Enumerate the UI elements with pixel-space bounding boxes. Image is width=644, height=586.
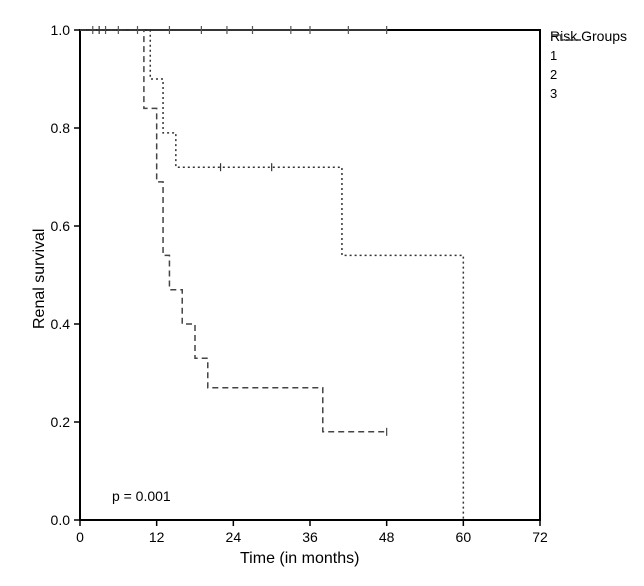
y-tick-label: 0.6 [51, 218, 71, 234]
x-tick-label: 48 [379, 529, 395, 545]
x-tick-label: 72 [532, 529, 548, 545]
plot-svg: 01224364860720.00.20.40.60.81.0 [10, 10, 634, 576]
y-tick-label: 0.0 [51, 512, 71, 528]
legend-item-3: 3 [550, 86, 627, 101]
legend-item-2: 2 [550, 67, 627, 82]
legend-label: 2 [550, 67, 557, 82]
y-tick-label: 0.2 [51, 414, 71, 430]
legend: Risk Groups 123 [550, 28, 627, 101]
chart-container: Renal survival Time (in months) 01224364… [10, 10, 634, 576]
x-tick-label: 36 [302, 529, 318, 545]
legend-line-icon [550, 28, 582, 42]
legend-item-1: 1 [550, 48, 627, 63]
series-line-2 [80, 30, 463, 520]
legend-label: 3 [550, 86, 557, 101]
y-tick-label: 0.4 [51, 316, 71, 332]
series-line-3 [80, 30, 387, 432]
y-tick-label: 1.0 [51, 22, 71, 38]
y-tick-label: 0.8 [51, 120, 71, 136]
p-value-annotation: p = 0.001 [112, 488, 171, 504]
legend-label: 1 [550, 48, 557, 63]
x-tick-label: 60 [456, 529, 472, 545]
x-tick-label: 12 [149, 529, 165, 545]
x-tick-label: 0 [76, 529, 84, 545]
x-tick-label: 24 [226, 529, 242, 545]
